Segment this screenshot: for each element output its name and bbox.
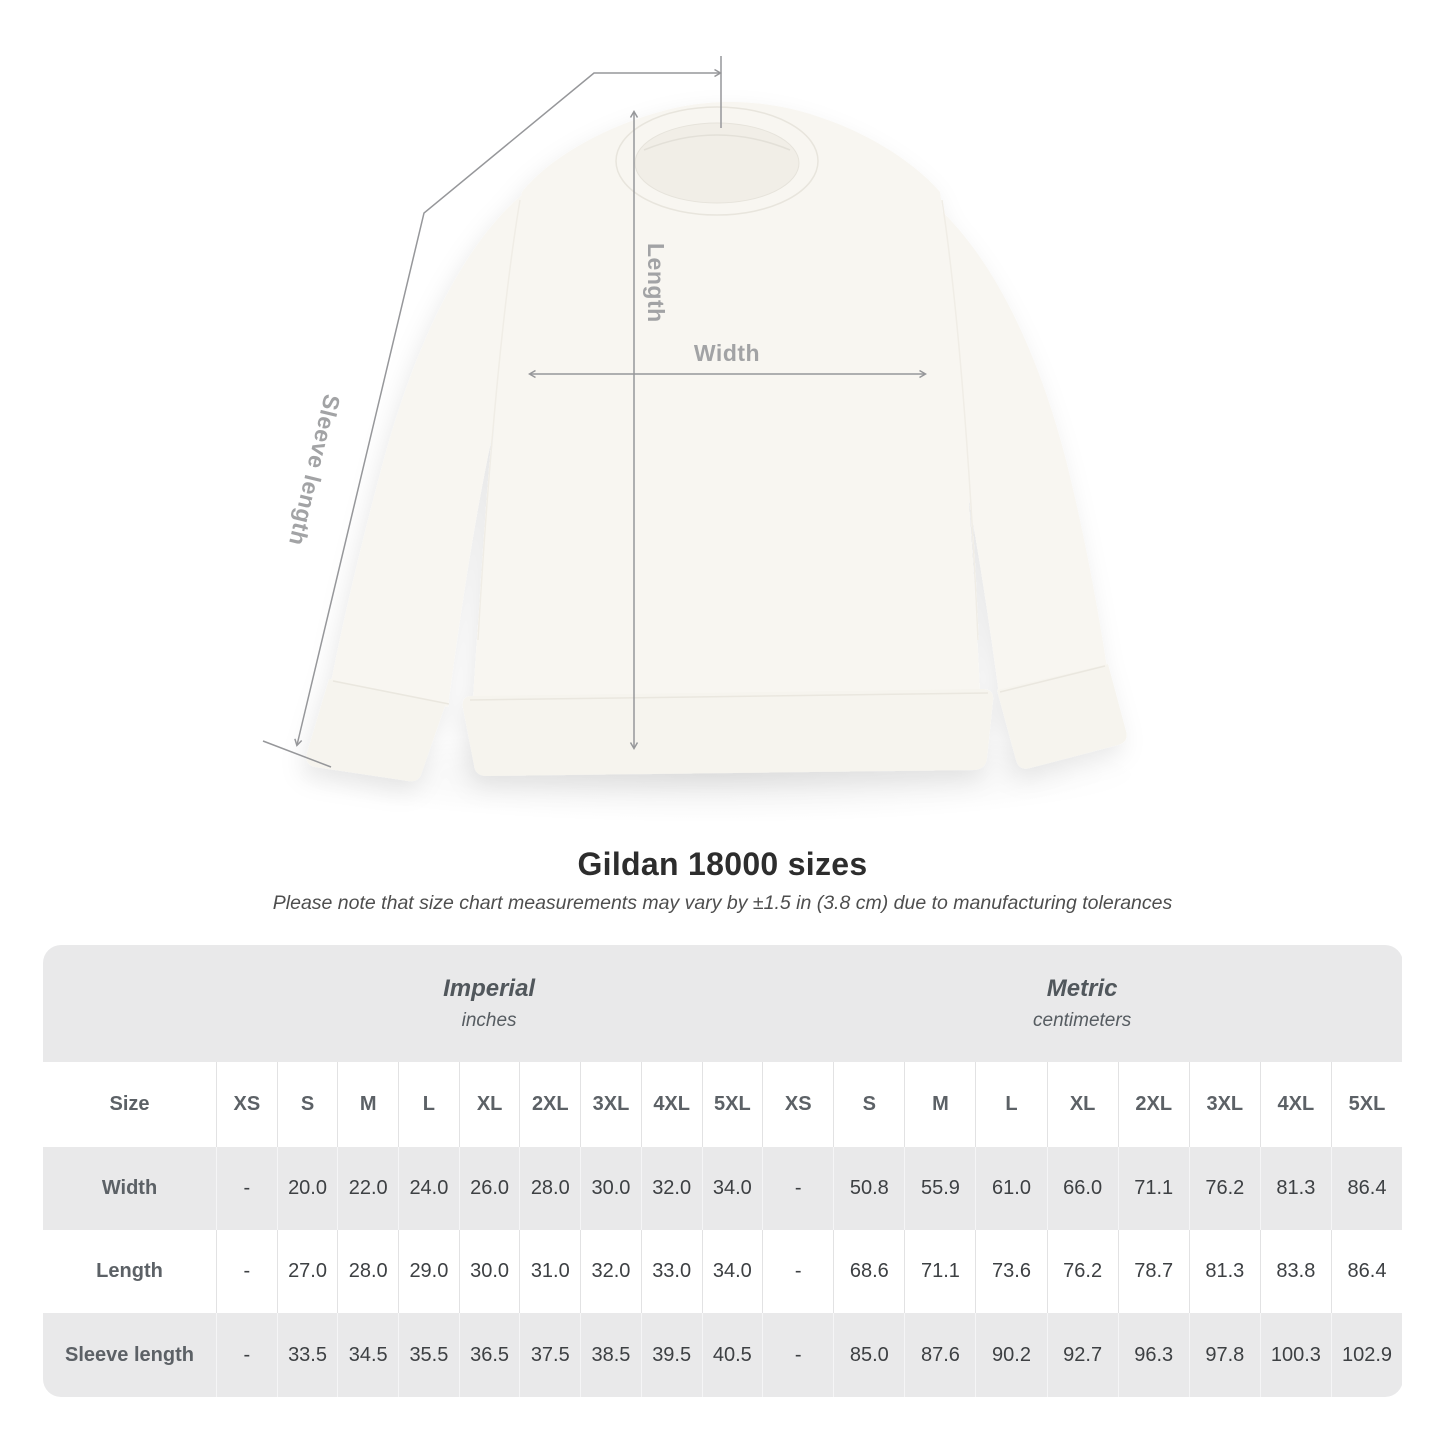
value-imperial-XL: 30.0	[458, 1230, 520, 1313]
size-header-metric-S: S	[833, 1062, 905, 1147]
value-imperial-M: 22.0	[337, 1147, 399, 1230]
section-header-metric: Metric centimeters	[762, 945, 1403, 1062]
value-imperial-XS: -	[216, 1313, 277, 1397]
value-imperial-L: 29.0	[398, 1230, 459, 1313]
value-metric-4XL: 83.8	[1259, 1230, 1331, 1313]
size-column-header: Size	[43, 1062, 216, 1147]
tolerance-note: Please note that size chart measurements…	[272, 892, 1173, 914]
section-unit: inches	[461, 1010, 517, 1031]
value-imperial-S: 33.5	[276, 1313, 338, 1397]
value-metric-M: 55.9	[904, 1147, 976, 1230]
value-metric-2XL: 71.1	[1117, 1147, 1189, 1230]
size-header-metric-5XL: 5XL	[1330, 1062, 1403, 1147]
size-header-imperial-2XL: 2XL	[519, 1062, 581, 1147]
size-table: Imperial inches Metric centimeters Size XS S M L…	[43, 945, 1403, 1397]
value-metric-5XL: 86.4	[1330, 1147, 1403, 1230]
value-metric-XS: -	[762, 1230, 834, 1313]
value-metric-3XL: 97.8	[1188, 1313, 1260, 1397]
value-metric-XS: -	[762, 1313, 834, 1397]
value-imperial-L: 35.5	[398, 1313, 459, 1397]
value-imperial-5XL: 34.0	[701, 1147, 763, 1230]
value-metric-2XL: 78.7	[1117, 1230, 1189, 1313]
value-imperial-3XL: 30.0	[580, 1147, 641, 1230]
size-header-imperial-XL: XL	[458, 1062, 520, 1147]
size-header-metric-3XL: 3XL	[1188, 1062, 1260, 1147]
value-metric-XL: 76.2	[1046, 1230, 1118, 1313]
row-label-length: Length	[43, 1230, 216, 1313]
value-imperial-3XL: 38.5	[580, 1313, 641, 1397]
value-imperial-5XL: 40.5	[701, 1313, 763, 1397]
value-metric-L: 61.0	[975, 1147, 1047, 1230]
value-metric-S: 68.6	[833, 1230, 905, 1313]
section-header-imperial: Imperial inches	[216, 945, 763, 1062]
size-header-imperial-S: S	[276, 1062, 338, 1147]
size-header-metric-M: M	[904, 1062, 976, 1147]
value-metric-3XL: 81.3	[1188, 1230, 1260, 1313]
page-title: Gildan 18000 sizes	[577, 846, 868, 882]
value-imperial-M: 28.0	[337, 1230, 399, 1313]
value-imperial-4XL: 32.0	[640, 1147, 702, 1230]
value-metric-L: 73.6	[975, 1230, 1047, 1313]
size-header-metric-XL: XL	[1046, 1062, 1118, 1147]
section-name: Metric	[1046, 975, 1118, 1002]
row-label-width: Width	[43, 1147, 216, 1230]
size-header-imperial-XS: XS	[216, 1062, 277, 1147]
section-name: Imperial	[443, 975, 536, 1002]
value-metric-XL: 92.7	[1046, 1313, 1118, 1397]
row-label-sleeve-length: Sleeve length	[43, 1313, 216, 1397]
size-header-metric-4XL: 4XL	[1259, 1062, 1331, 1147]
value-metric-M: 71.1	[904, 1230, 976, 1313]
size-header-metric-L: L	[975, 1062, 1047, 1147]
size-header-imperial-L: L	[398, 1062, 459, 1147]
size-header-imperial-M: M	[337, 1062, 399, 1147]
size-header-imperial-4XL: 4XL	[640, 1062, 702, 1147]
value-imperial-2XL: 37.5	[519, 1313, 581, 1397]
size-header-imperial-3XL: 3XL	[580, 1062, 641, 1147]
value-imperial-5XL: 34.0	[701, 1230, 763, 1313]
value-imperial-XL: 26.0	[458, 1147, 520, 1230]
size-header-metric-2XL: 2XL	[1117, 1062, 1189, 1147]
value-metric-5XL: 102.9	[1330, 1313, 1403, 1397]
sleeve-measure-line	[294, 68, 722, 747]
width-measure-label: Width	[694, 340, 760, 366]
value-metric-S: 85.0	[833, 1313, 905, 1397]
value-metric-2XL: 96.3	[1117, 1313, 1189, 1397]
garment-diagram: Length Width Sleeve length	[262, 56, 1145, 823]
value-metric-5XL: 86.4	[1330, 1230, 1403, 1313]
value-imperial-2XL: 31.0	[519, 1230, 581, 1313]
value-imperial-M: 34.5	[337, 1313, 399, 1397]
value-metric-4XL: 81.3	[1259, 1147, 1331, 1230]
value-imperial-XS: -	[216, 1147, 277, 1230]
section-unit: centimeters	[1033, 1010, 1132, 1031]
value-imperial-S: 20.0	[276, 1147, 338, 1230]
sweatshirt-image	[306, 102, 1127, 782]
value-metric-S: 50.8	[833, 1147, 905, 1230]
size-header-imperial-5XL: 5XL	[701, 1062, 763, 1147]
value-metric-4XL: 100.3	[1259, 1313, 1331, 1397]
value-imperial-3XL: 32.0	[580, 1230, 641, 1313]
table-corner-spacer	[43, 945, 216, 1062]
value-metric-3XL: 76.2	[1188, 1147, 1260, 1230]
length-measure-label: Length	[643, 243, 669, 323]
value-metric-XS: -	[762, 1147, 834, 1230]
value-imperial-XS: -	[216, 1230, 277, 1313]
value-metric-L: 90.2	[975, 1313, 1047, 1397]
value-imperial-2XL: 28.0	[519, 1147, 581, 1230]
value-imperial-L: 24.0	[398, 1147, 459, 1230]
value-imperial-4XL: 33.0	[640, 1230, 702, 1313]
value-imperial-S: 27.0	[276, 1230, 338, 1313]
size-header-metric-XS: XS	[762, 1062, 834, 1147]
value-imperial-XL: 36.5	[458, 1313, 520, 1397]
value-metric-XL: 66.0	[1046, 1147, 1118, 1230]
value-metric-M: 87.6	[904, 1313, 976, 1397]
cuff-tick	[262, 740, 332, 768]
sleeve-measure-label: Sleeve length	[284, 392, 345, 549]
value-imperial-4XL: 39.5	[640, 1313, 702, 1397]
